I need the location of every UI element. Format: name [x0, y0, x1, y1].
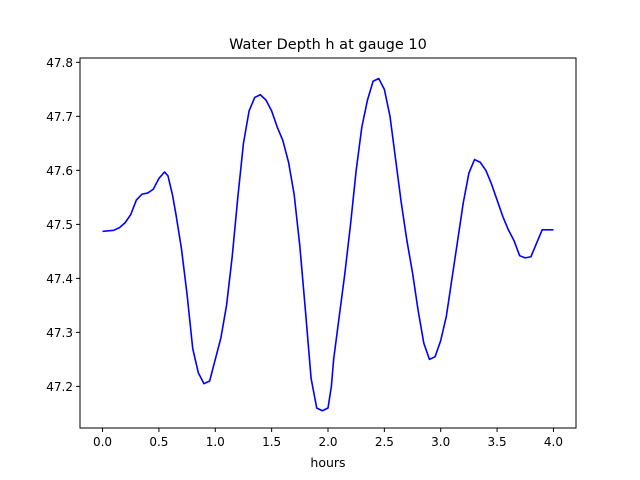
x-tick-label: 3.0 [431, 435, 450, 449]
plot-data-group [102, 77, 554, 412]
y-tick-label: 47.4 [46, 272, 73, 286]
x-axis-label: hours [310, 455, 345, 470]
y-tick-label: 47.8 [46, 56, 73, 70]
x-tick-label: 1.5 [262, 435, 281, 449]
y-tick-label: 47.3 [46, 326, 73, 340]
chart-title: Water Depth h at gauge 10 [229, 37, 427, 53]
x-tick-label: 2.5 [375, 435, 394, 449]
y-tick-label: 47.6 [46, 164, 73, 178]
x-tick-label: 4.0 [544, 435, 563, 449]
x-tick-label: 1.0 [206, 435, 225, 449]
y-tick-label: 47.7 [46, 110, 73, 124]
x-axis-ticks: 0.0 0.5 1.0 1.5 2.0 2.5 3.0 3.5 4.0 [93, 428, 563, 449]
x-tick-label: 0.5 [149, 435, 168, 449]
series-line [102, 77, 554, 412]
y-tick-label: 47.5 [46, 218, 73, 232]
y-axis-ticks: 47.2 47.3 47.4 47.5 47.6 47.7 47.8 [46, 56, 80, 394]
y-tick-label: 47.2 [46, 380, 73, 394]
x-tick-label: 3.5 [488, 435, 507, 449]
x-tick-label: 2.0 [318, 435, 337, 449]
plot-frame [79, 57, 577, 429]
x-tick-label: 0.0 [93, 435, 112, 449]
